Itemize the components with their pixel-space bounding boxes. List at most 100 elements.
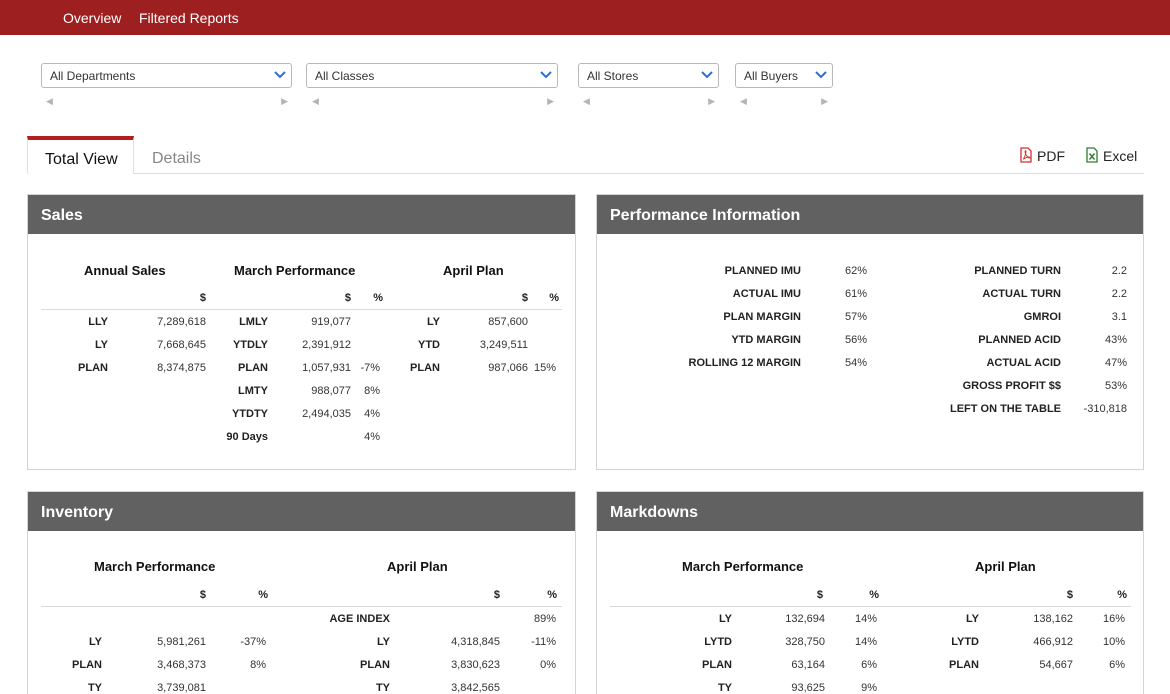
april-row-label: PLAN (410, 362, 440, 374)
classes-select-value: All Classes (315, 69, 375, 83)
departments-select[interactable]: All Departments (41, 63, 292, 88)
inv-april-row-pct: 0% (540, 659, 556, 671)
excel-file-icon (1086, 147, 1098, 163)
annual-row-value: 7,289,618 (157, 316, 206, 328)
stores-select-value: All Stores (587, 69, 639, 83)
inv-march-row-pct: -37% (240, 636, 266, 648)
april-row-label: YTD (418, 339, 440, 351)
inv-march-row-value: 3,739,081 (157, 682, 206, 694)
annual-row-label: PLAN (78, 362, 108, 374)
april-row-value: 987,066 (488, 362, 528, 374)
inv-april-row-value: 3,842,565 (451, 682, 500, 694)
march-row-label: PLAN (238, 362, 268, 374)
tab-divider (27, 173, 1144, 174)
perf-left-label: ROLLING 12 MARGIN (688, 357, 801, 369)
md-april-pct-header: % (1117, 589, 1127, 601)
excel-export-button[interactable]: Excel (1086, 147, 1138, 165)
buyers-scrollbar[interactable]: ◀ ▶ (740, 96, 828, 106)
scroll-right-icon[interactable]: ▶ (708, 96, 715, 106)
performance-panel-title: Performance Information (597, 195, 1143, 234)
excel-export-label: Excel (1103, 148, 1138, 164)
inv-april-row-label: PLAN (360, 659, 390, 671)
classes-select[interactable]: All Classes (306, 63, 558, 88)
april-row-value: 3,249,511 (479, 339, 528, 351)
march-performance-heading: March Performance (234, 263, 356, 278)
stores-select[interactable]: All Stores (578, 63, 719, 88)
sales-panel-title: Sales (28, 195, 575, 234)
inv-april-dollar-header: $ (493, 589, 500, 601)
inv-march-row-pct: 8% (250, 659, 266, 671)
md-march-row-label: LYTD (704, 636, 732, 648)
march-row-value: 2,391,912 (302, 339, 351, 351)
march-row-label: LMTY (238, 385, 268, 397)
perf-right-value: 2.2 (1111, 265, 1127, 277)
perf-left-value: 56% (844, 334, 867, 346)
inv-march-dollar-header: $ (199, 589, 206, 601)
nav-overview[interactable]: Overview (63, 10, 122, 26)
perf-left-label: YTD MARGIN (731, 334, 801, 346)
march-row-pct: 8% (364, 385, 380, 397)
md-april-dollar-header: $ (1066, 589, 1073, 601)
march-row-pct: 4% (364, 431, 380, 443)
md-april-row-pct: 16% (1102, 613, 1125, 625)
scroll-right-icon[interactable]: ▶ (281, 96, 288, 106)
scroll-left-icon[interactable]: ◀ (740, 96, 747, 106)
perf-left-value: 54% (844, 357, 867, 369)
annual-row-value: 7,668,645 (157, 339, 206, 351)
md-march-row-label: TY (717, 682, 732, 694)
departments-scrollbar[interactable]: ◀ ▶ (46, 96, 288, 106)
scroll-right-icon[interactable]: ▶ (821, 96, 828, 106)
md-march-row-value: 132,694 (785, 613, 825, 625)
markdowns-panel: Markdowns March Performance April Plan $… (596, 491, 1144, 694)
march-row-value: 1,057,931 (302, 362, 351, 374)
chevron-down-icon (274, 71, 286, 79)
scroll-left-icon[interactable]: ◀ (312, 96, 319, 106)
march-row-label: LMLY (239, 316, 268, 328)
march-row-label: 90 Days (226, 431, 268, 443)
md-march-row-value: 93,625 (791, 682, 825, 694)
md-march-row-pct: 14% (854, 636, 877, 648)
departments-select-value: All Departments (50, 69, 136, 83)
annual-row-value: 8,374,875 (157, 362, 206, 374)
perf-right-label: PLANNED ACID (978, 334, 1061, 346)
annual-sales-heading: Annual Sales (84, 263, 166, 278)
inv-march-row-label: LY (88, 636, 102, 648)
inv-april-row-pct: 89% (533, 613, 556, 625)
inventory-march-heading: March Performance (94, 559, 216, 574)
perf-right-value: 3.1 (1111, 311, 1127, 323)
scroll-left-icon[interactable]: ◀ (46, 96, 53, 106)
md-april-row-label: LY (965, 613, 979, 625)
perf-right-label: GROSS PROFIT $$ (962, 380, 1061, 392)
inv-april-row-pct: -11% (531, 636, 556, 648)
inventory-panel: Inventory March Performance April Plan $… (27, 491, 576, 694)
scroll-left-icon[interactable]: ◀ (583, 96, 590, 106)
performance-panel: Performance Information PLANNED IMU 62% … (596, 194, 1144, 470)
inv-april-row-label: TY (375, 682, 390, 694)
perf-left-value: 57% (844, 311, 867, 323)
markdowns-header-divider (610, 606, 1131, 607)
nav-filtered-reports[interactable]: Filtered Reports (139, 10, 239, 26)
inv-april-pct-header: % (547, 589, 557, 601)
inv-march-row-label: PLAN (72, 659, 102, 671)
perf-right-value: 43% (1104, 334, 1127, 346)
tab-total-view[interactable]: Total View (27, 136, 134, 174)
buyers-select[interactable]: All Buyers (735, 63, 833, 88)
pdf-export-button[interactable]: PDF (1020, 147, 1066, 165)
md-april-row-label: PLAN (949, 659, 979, 671)
md-march-row-value: 63,164 (791, 659, 825, 671)
sales-panel: Sales Annual Sales March Performance Apr… (27, 194, 576, 470)
perf-right-value: 2.2 (1111, 288, 1127, 300)
april-dollar-header: $ (521, 292, 528, 304)
md-april-row-pct: 6% (1109, 659, 1125, 671)
perf-left-value: 62% (844, 265, 867, 277)
md-march-row-label: PLAN (702, 659, 732, 671)
tab-details[interactable]: Details (152, 150, 201, 167)
inventory-header-divider (41, 606, 562, 607)
inventory-april-heading: April Plan (387, 559, 448, 574)
perf-left-value: 61% (844, 288, 867, 300)
scroll-right-icon[interactable]: ▶ (547, 96, 554, 106)
stores-scrollbar[interactable]: ◀ ▶ (583, 96, 715, 106)
md-april-row-value: 138,162 (1033, 613, 1073, 625)
perf-left-label: PLANNED IMU (724, 265, 801, 277)
classes-scrollbar[interactable]: ◀ ▶ (312, 96, 554, 106)
